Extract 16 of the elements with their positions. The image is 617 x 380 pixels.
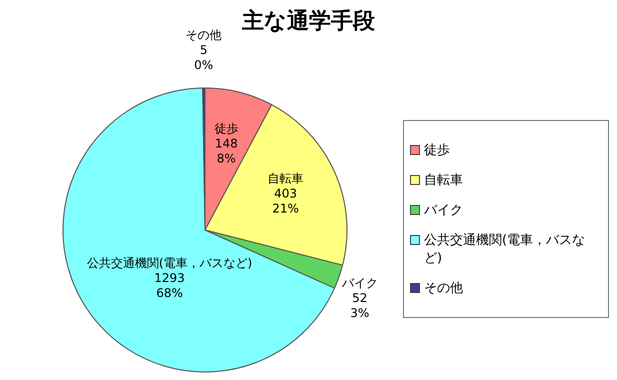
legend-label: 公共交通機関(電車，バスなど) [424,232,586,267]
slice-label: 自転車 [268,172,304,186]
slice-label: バイク [340,276,378,290]
slice-label: 徒歩 [214,122,238,136]
data-label: 52 3% [350,291,370,320]
legend-label: 自転車 [424,172,463,189]
data-label: 403 21% [272,186,299,216]
legend-label: その他 [424,280,463,297]
slice-label: 公共交通機関(電車，バスなど) [86,256,252,271]
data-label: 148 8% [214,136,238,166]
legend-label: 徒歩 [424,142,450,159]
chart-title: 主な通学手段 [242,9,375,34]
legend-label: バイク [424,202,463,219]
data-label: 5 0% [194,43,214,72]
slice-label: その他 [186,28,222,42]
data-label: 1293 68% [154,272,185,301]
